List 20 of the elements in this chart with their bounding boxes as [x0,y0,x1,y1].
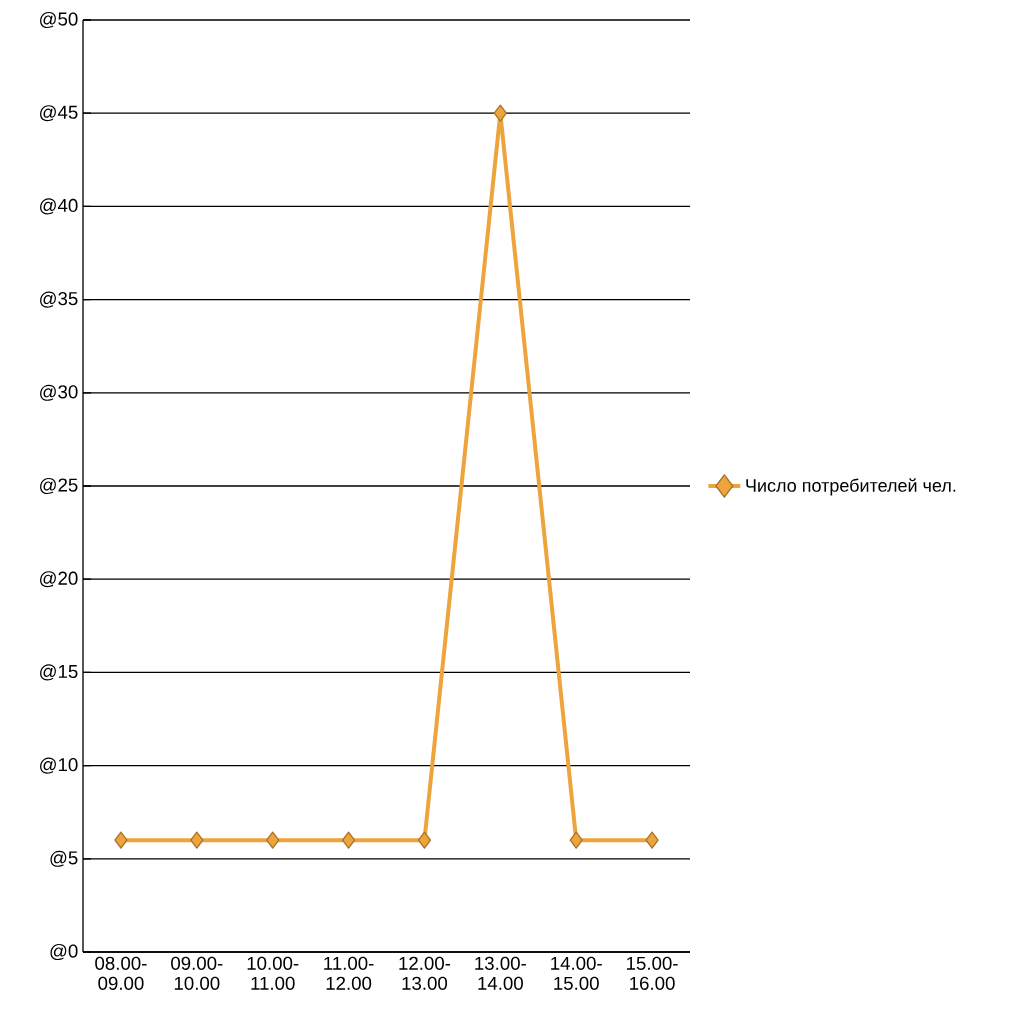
y-tick-label: @25 [40,477,78,495]
x-tick-label: 08.00-09.00 [95,956,147,990]
y-tick-label: @40 [40,198,78,215]
y-tick-label: @45 [40,105,78,122]
x-tick-label: 09.00-10.00 [171,956,223,990]
x-tick-label: 13.00-14.00 [475,956,526,990]
x-tick-label: 15.00-16.00 [627,956,678,990]
y-tick-label: @20 [40,571,78,588]
y-tick-label: @30 [40,384,78,401]
y-tick-label: @35 [40,291,78,308]
y-tick-label: @10 [40,757,78,774]
y-tick-label: @15 [40,664,78,681]
x-tick-label: 14.00-15.00 [551,956,602,990]
x-tick-label: 12.00-13.00 [399,956,451,990]
x-tick-label: 11.00-12.00 [324,956,374,990]
y-tick-label: @0 [50,943,78,961]
legend-label: Число потребителей чел. [746,478,956,496]
y-tick-label: @50 [40,11,78,29]
x-tick-label: 10.00-11.00 [247,956,299,990]
y-tick-label: @5 [50,850,78,867]
